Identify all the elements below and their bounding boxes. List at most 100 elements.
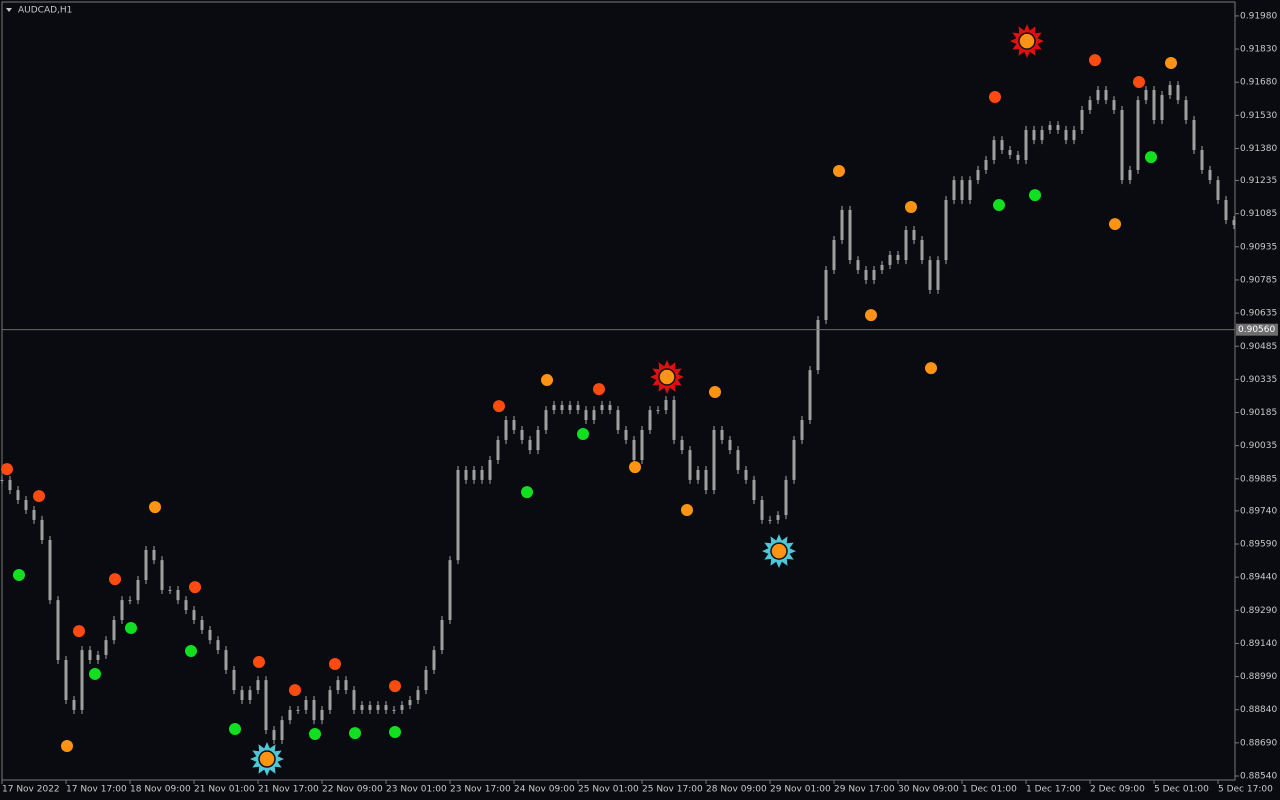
candle-body: [624, 429, 628, 440]
candle-body: [904, 230, 908, 261]
x-tick-label: 17 Nov 2022: [2, 785, 60, 795]
candle-body: [1152, 89, 1156, 120]
signal-dot: [833, 165, 845, 178]
candle-body: [152, 549, 156, 561]
y-tick-label: 0.90035: [1240, 441, 1277, 451]
signal-dot: [1109, 218, 1121, 231]
candle-body: [728, 439, 732, 451]
y-tick-label: 0.90935: [1240, 242, 1277, 252]
candle-body: [848, 209, 852, 261]
x-tick-label: 28 Nov 09:00: [706, 785, 767, 795]
candle-body: [1136, 100, 1140, 170]
candle-body: [704, 469, 708, 491]
candle-body: [1000, 140, 1004, 151]
candle-body: [544, 410, 548, 430]
candle-body: [192, 610, 196, 621]
candle-body: [856, 260, 860, 271]
candle-body: [976, 169, 980, 181]
signal-dot: [253, 656, 265, 669]
y-tick-label: 0.90485: [1240, 342, 1277, 352]
candle-body: [656, 410, 660, 412]
candle-body: [1176, 85, 1180, 101]
x-tick-label: 18 Nov 09:00: [130, 785, 191, 795]
candle-body: [808, 370, 812, 421]
candle-body: [384, 705, 388, 710]
x-tick-label: 22 Nov 09:00: [322, 785, 383, 795]
signal-dot: [493, 400, 505, 413]
candle-body: [984, 159, 988, 170]
symbol-menu-arrow[interactable]: [6, 8, 12, 12]
candle-body: [608, 405, 612, 411]
x-tick-label: 25 Nov 17:00: [642, 785, 703, 795]
chart-title: AUDCAD,H1: [18, 6, 72, 16]
signal-dot: [329, 657, 341, 670]
candle-body: [40, 519, 44, 541]
x-tick-label: 29 Nov 17:00: [834, 785, 895, 795]
candle-body: [640, 429, 644, 461]
y-tick-label: 0.89740: [1240, 506, 1277, 516]
y-tick-label: 0.89440: [1240, 573, 1277, 583]
candle-body: [312, 700, 316, 721]
candle-body: [752, 479, 756, 501]
candle-body: [1216, 180, 1220, 200]
candle-body: [872, 270, 876, 280]
signal-star-center: [1018, 32, 1036, 50]
y-tick-label: 0.90785: [1240, 275, 1277, 285]
candle-body: [264, 680, 268, 731]
x-tick-label: 21 Nov 17:00: [258, 785, 319, 795]
candle-body: [496, 439, 500, 461]
candle-body: [792, 439, 796, 480]
candle-body: [736, 450, 740, 470]
candle-body: [1016, 154, 1020, 160]
y-tick-label: 0.89290: [1240, 606, 1277, 616]
candle-body: [128, 600, 132, 602]
candle-body: [456, 469, 460, 561]
candle-body: [760, 500, 764, 520]
candle-body: [1040, 129, 1044, 141]
candle-body: [560, 405, 564, 411]
candle-body: [896, 254, 900, 261]
candle-body: [1144, 89, 1148, 101]
y-tick-label: 0.89885: [1240, 474, 1277, 484]
candle-body: [1224, 199, 1228, 221]
signal-dot: [629, 461, 641, 474]
signal-dot: [1029, 189, 1041, 202]
candle-body: [1072, 129, 1076, 141]
y-tick-label: 0.88840: [1240, 705, 1277, 715]
candle-body: [368, 705, 372, 710]
candle-body: [592, 410, 596, 421]
candle-body: [88, 650, 92, 661]
signal-dot: [1089, 54, 1101, 67]
candle-body: [160, 560, 164, 590]
y-tick-label: 0.90335: [1240, 375, 1277, 385]
candle-body: [112, 620, 116, 641]
candle-body: [1120, 110, 1124, 181]
x-tick-label: 24 Nov 09:00: [514, 785, 575, 795]
candle-body: [928, 260, 932, 290]
signal-dot: [593, 383, 605, 396]
candle-body: [0, 479, 4, 481]
signal-dot: [185, 644, 197, 657]
candle-body: [936, 260, 940, 290]
candle-body: [632, 439, 636, 461]
plot-frame: [1, 1, 1236, 781]
candle-body: [392, 709, 396, 711]
y-tick-label: 0.88690: [1240, 738, 1277, 748]
candle-body: [480, 469, 484, 480]
candle-body: [1200, 150, 1204, 170]
y-tick-label: 0.90635: [1240, 309, 1277, 319]
candle-body: [376, 705, 380, 710]
candle-body: [24, 500, 28, 510]
candle-body: [288, 709, 292, 721]
candle-body: [696, 469, 700, 480]
x-tick-label: 29 Nov 01:00: [770, 785, 831, 795]
signal-dot: [709, 385, 721, 398]
candle-body: [776, 515, 780, 520]
candle-body: [1032, 129, 1036, 141]
candle-body: [272, 730, 276, 741]
signal-dot: [905, 201, 917, 214]
candle-body: [816, 319, 820, 371]
x-tick-label: 2 Dec 09:00: [1090, 785, 1145, 795]
candle-body: [768, 519, 772, 521]
candle-body: [688, 450, 692, 480]
